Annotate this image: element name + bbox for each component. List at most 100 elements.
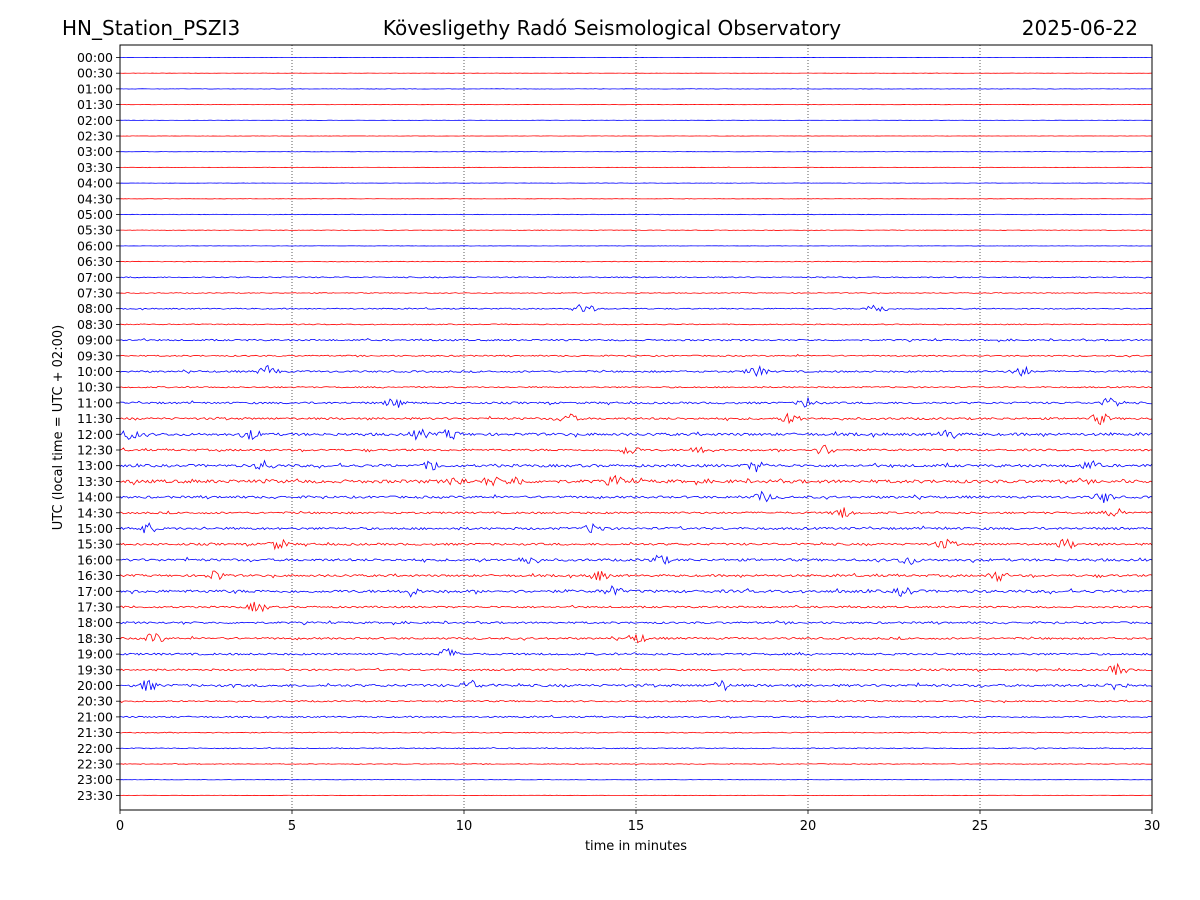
y-tick-label: 02:30: [77, 129, 113, 144]
y-tick-label: 04:30: [77, 191, 113, 206]
y-tick-label: 20:00: [77, 678, 113, 693]
y-tick-label: 07:30: [77, 286, 113, 301]
trace-1100: [119, 397, 1153, 408]
trace-1430: [119, 507, 1153, 518]
trace-1800: [119, 620, 1153, 626]
y-tick-label: 23:00: [77, 772, 113, 787]
trace-0630: [119, 260, 1153, 263]
trace-1730: [119, 601, 1153, 613]
trace-0900: [119, 338, 1153, 343]
trace-0700: [119, 276, 1153, 279]
y-tick-label: 03:30: [77, 160, 113, 175]
station-name: HN_Station_PSZI3: [62, 16, 241, 40]
y-axis-label: UTC (local time = UTC + 02:00): [51, 325, 66, 530]
y-tick-label: 13:00: [77, 458, 113, 473]
trace-1630: [119, 570, 1153, 583]
trace-0930: [119, 353, 1153, 358]
y-tick-label: 06:30: [77, 254, 113, 269]
trace-2030: [119, 699, 1153, 704]
y-tick-label: 13:30: [77, 474, 113, 489]
chart-title: Kövesligethy Radó Seismological Observat…: [382, 16, 842, 40]
y-tick-label: 21:30: [77, 725, 113, 740]
y-tick-label: 11:00: [77, 395, 113, 410]
y-tick-label: 05:00: [77, 207, 113, 222]
y-tick-label: 09:00: [77, 333, 113, 348]
trace-1530: [119, 538, 1153, 551]
y-tick-label: 18:00: [77, 615, 113, 630]
trace-1830: [119, 632, 1153, 644]
y-tick-label: 19:30: [77, 662, 113, 677]
y-tick-label: 01:30: [77, 97, 113, 112]
trace-1930: [119, 662, 1153, 676]
trace-0500: [119, 213, 1153, 216]
trace-2200: [119, 746, 1153, 750]
y-tick-label: 16:30: [77, 568, 113, 583]
y-tick-label: 16:00: [77, 552, 113, 567]
y-tick-label: 06:00: [77, 238, 113, 253]
y-tick-label: 22:30: [77, 757, 113, 772]
trace-0730: [119, 291, 1153, 295]
x-tick-label: 25: [972, 819, 989, 834]
trace-1600: [119, 554, 1153, 565]
trace-1400: [119, 490, 1153, 503]
x-axis: 0 5 10 15 20 25 30: [116, 810, 1160, 834]
y-tick-label: 02:00: [77, 113, 113, 128]
y-tick-label: 12:00: [77, 427, 113, 442]
y-tick-label: 00:30: [77, 66, 113, 81]
trace-1030: [119, 385, 1153, 389]
trace-1130: [119, 412, 1153, 426]
grid-layer: [291, 45, 981, 810]
chart-date: 2025-06-22: [1021, 16, 1138, 40]
y-tick-label: 18:30: [77, 631, 113, 646]
trace-2000: [119, 679, 1153, 692]
trace-1200: [119, 428, 1153, 441]
y-tick-label: 15:30: [77, 537, 113, 552]
y-tick-label: 10:30: [77, 380, 113, 395]
trace-1300: [119, 459, 1153, 473]
trace-1000: [119, 364, 1153, 377]
y-tick-label: 08:00: [77, 301, 113, 316]
y-tick-label: 14:30: [77, 505, 113, 520]
trace-1900: [119, 647, 1153, 657]
y-tick-label: 12:30: [77, 443, 113, 458]
trace-layer: [119, 56, 1153, 796]
x-tick-label: 30: [1144, 819, 1161, 834]
y-tick-label: 20:30: [77, 694, 113, 709]
y-tick-label: 15:00: [77, 521, 113, 536]
x-axis-label: time in minutes: [585, 839, 687, 854]
y-tick-label: 21:00: [77, 709, 113, 724]
trace-1230: [119, 444, 1153, 455]
y-tick-label: 01:00: [77, 81, 113, 96]
trace-2100: [119, 714, 1153, 720]
y-axis: 00:0000:3001:0001:3002:0002:3003:0003:30…: [77, 50, 120, 803]
y-tick-label: 11:30: [77, 411, 113, 426]
x-tick-label: 5: [288, 819, 296, 834]
y-tick-label: 23:30: [77, 788, 113, 803]
trace-0830: [119, 323, 1153, 326]
y-tick-label: 08:30: [77, 317, 113, 332]
y-tick-label: 10:00: [77, 364, 113, 379]
trace-1500: [119, 522, 1153, 534]
y-tick-label: 05:30: [77, 223, 113, 238]
y-tick-label: 22:00: [77, 741, 113, 756]
trace-0330: [119, 166, 1153, 169]
x-tick-label: 10: [456, 819, 473, 834]
trace-1330: [119, 474, 1153, 487]
y-tick-label: 09:30: [77, 348, 113, 363]
x-tick-label: 20: [800, 819, 817, 834]
trace-2130: [119, 731, 1153, 734]
y-tick-label: 03:00: [77, 144, 113, 159]
trace-0800: [119, 304, 1153, 312]
y-tick-label: 14:00: [77, 490, 113, 505]
x-tick-label: 15: [628, 819, 645, 834]
y-tick-label: 17:30: [77, 600, 113, 615]
y-tick-label: 19:00: [77, 647, 113, 662]
trace-1700: [119, 585, 1153, 598]
y-tick-label: 00:00: [77, 50, 113, 65]
trace-2230: [119, 762, 1153, 765]
y-tick-label: 07:00: [77, 270, 113, 285]
x-tick-label: 0: [116, 819, 124, 834]
y-tick-label: 17:00: [77, 584, 113, 599]
y-tick-label: 04:00: [77, 176, 113, 191]
